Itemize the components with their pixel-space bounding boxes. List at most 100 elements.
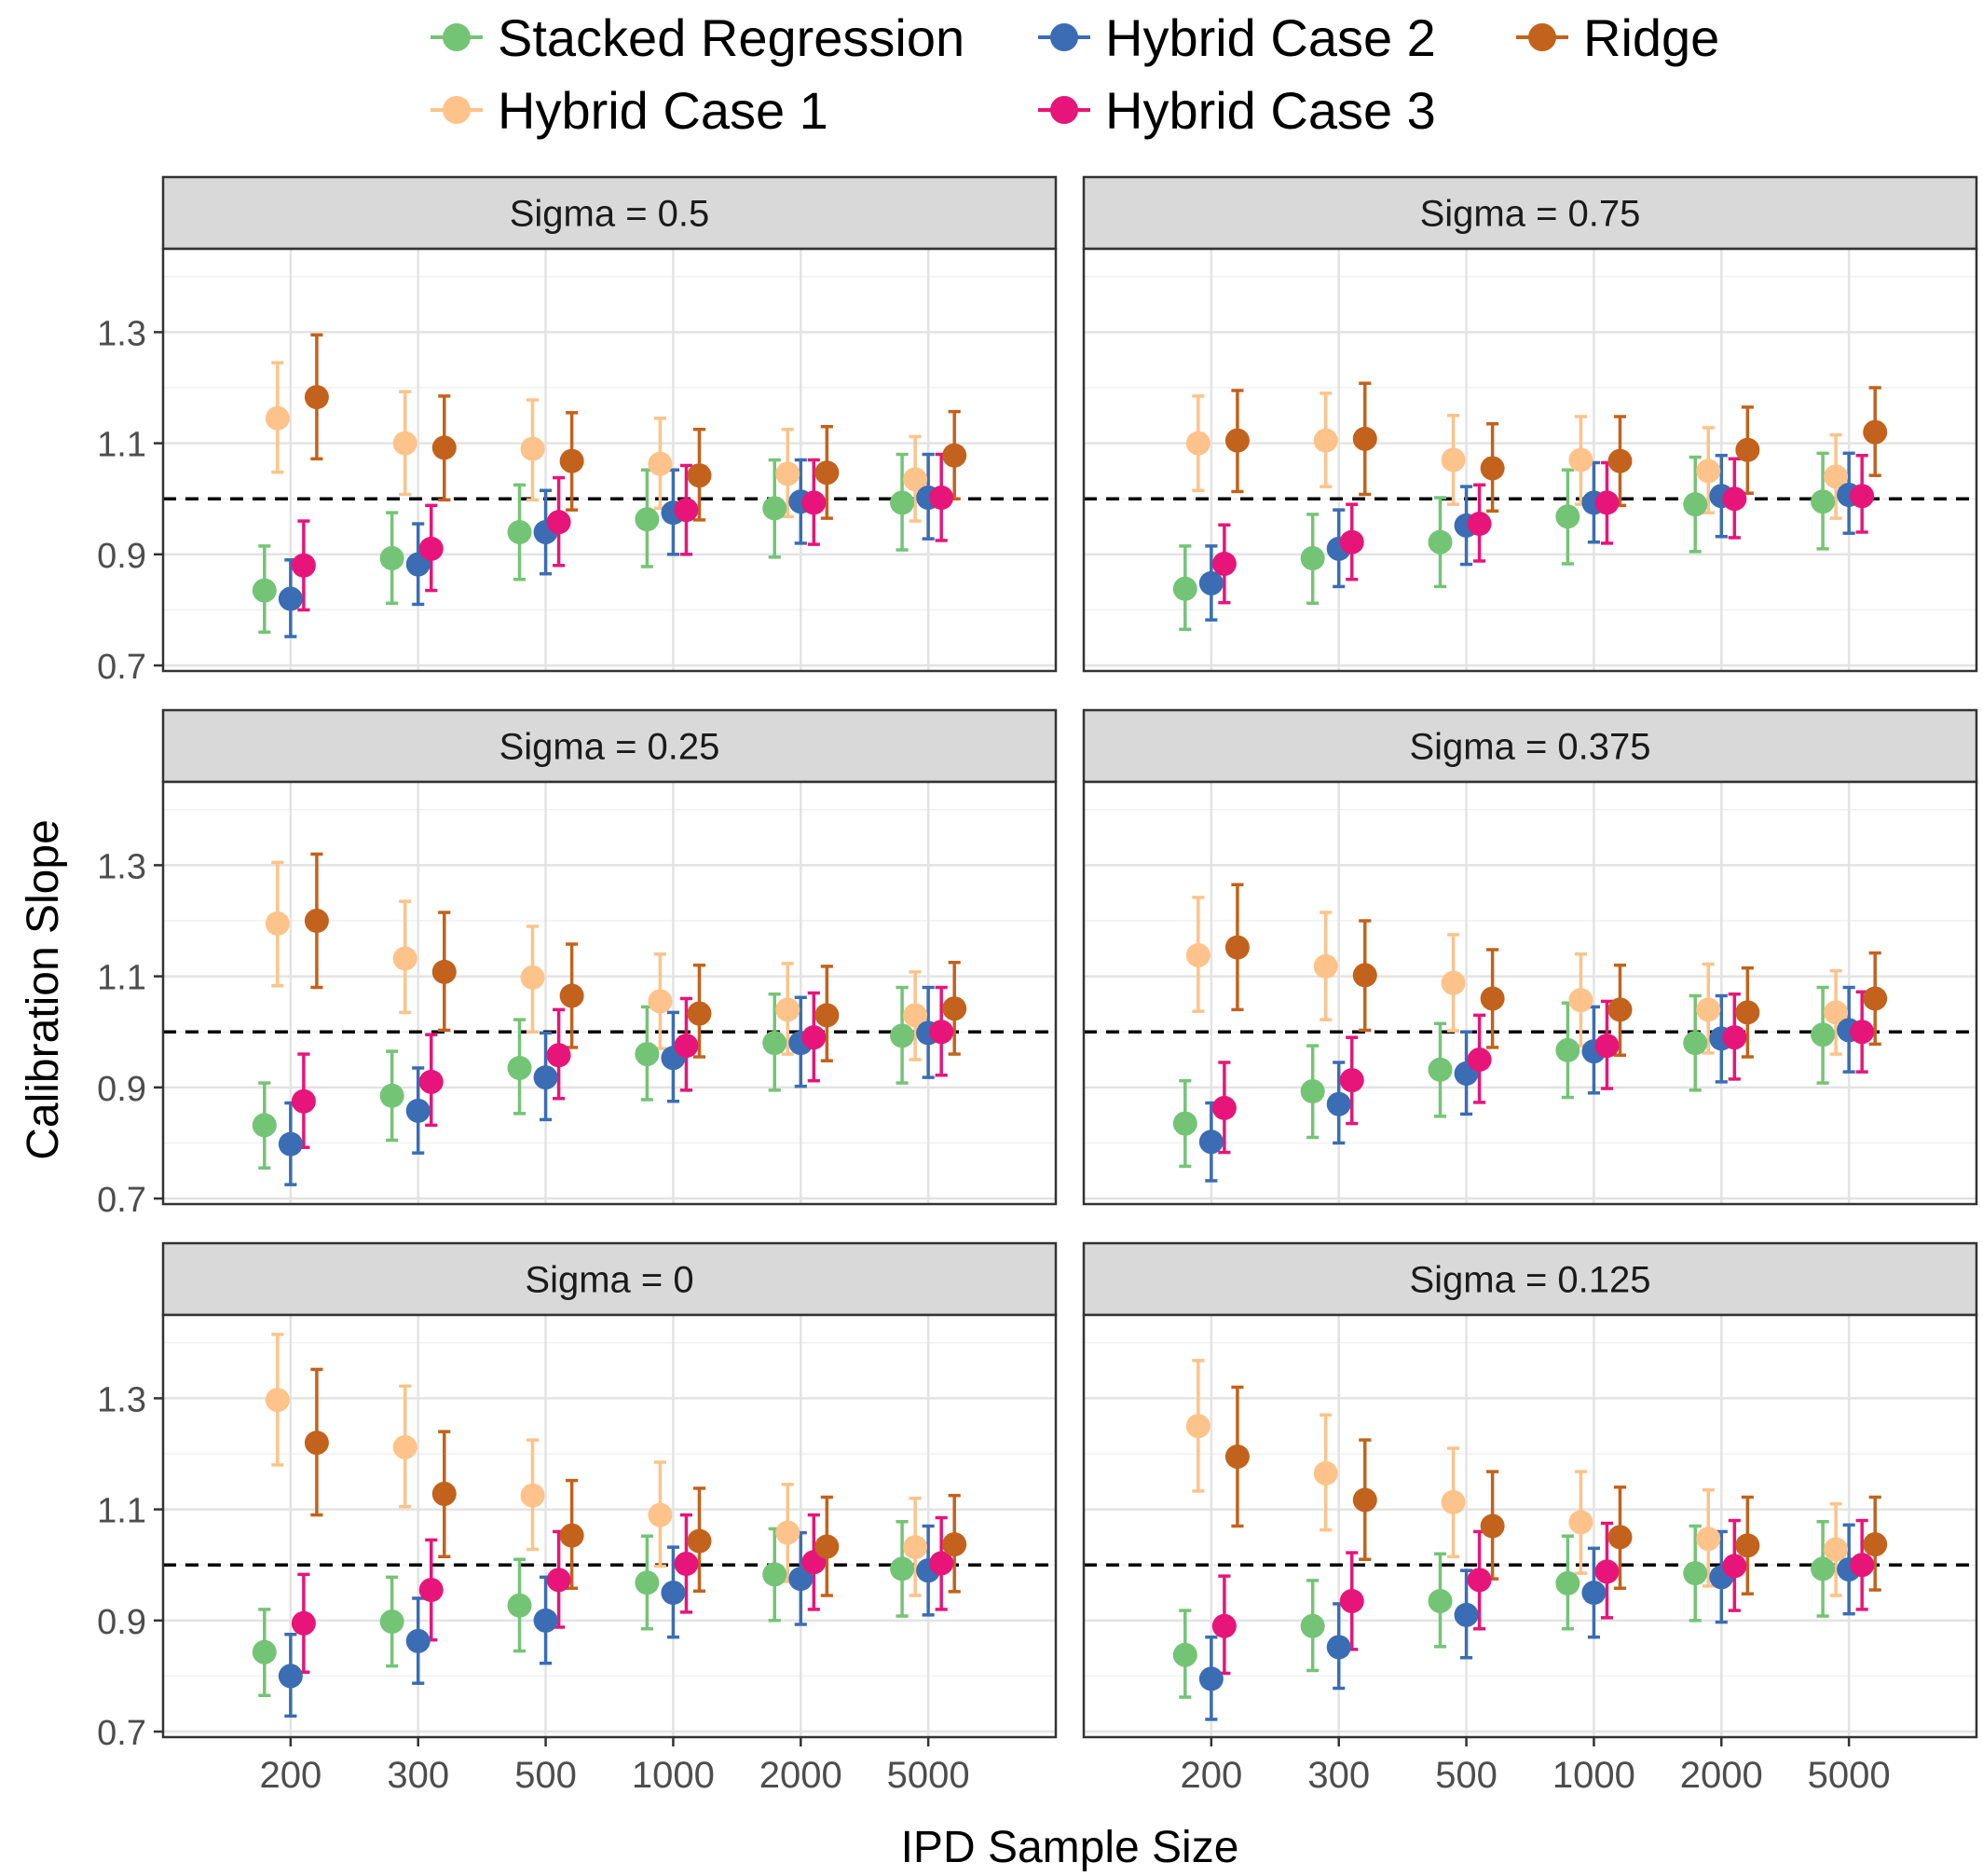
data-point [379, 1609, 404, 1635]
data-point [546, 510, 571, 535]
x-tick-label: 2000 [759, 1755, 842, 1796]
data-point [814, 1534, 840, 1559]
data-point [520, 436, 545, 461]
data-point [890, 490, 915, 515]
facet-title: Sigma = 0.75 [1420, 194, 1641, 235]
legend-key-icon [1036, 82, 1092, 138]
y-tick-label: 0.9 [97, 1603, 146, 1642]
data-point [1824, 1537, 1849, 1562]
data-point [814, 1003, 840, 1028]
legend-key-icon [1036, 9, 1092, 65]
data-point [1480, 456, 1505, 481]
panel-border [161, 247, 1058, 673]
legend-item-hybrid-case-1: Hybrid Case 1 [429, 73, 828, 147]
legend-label: Stacked Regression [498, 7, 965, 67]
data-point [392, 1434, 417, 1459]
data-point [1555, 504, 1580, 529]
y-tick-label: 1.1 [97, 426, 146, 465]
panel-border [161, 780, 1058, 1206]
y-tick-label: 0.7 [97, 648, 146, 687]
x-tick-label: 500 [514, 1755, 577, 1796]
data-point [265, 405, 290, 431]
x-tick-label: 1000 [632, 1755, 715, 1796]
data-point [291, 1610, 316, 1636]
panel-background [163, 782, 1056, 1204]
x-tick-label: 200 [1180, 1755, 1242, 1796]
legend-item-ridge: Ridge [1514, 0, 1719, 75]
data-point [1185, 431, 1210, 456]
legend-key-icon [429, 9, 485, 65]
data-point [661, 1581, 686, 1606]
y-tick-label: 1.3 [97, 847, 146, 886]
data-point [903, 1535, 928, 1560]
data-point [1313, 428, 1338, 453]
data-point [1185, 1414, 1210, 1439]
data-point [252, 1113, 277, 1138]
data-point [1428, 1057, 1453, 1082]
facet-title: Sigma = 0.5 [510, 194, 710, 235]
data-point [1300, 546, 1325, 571]
x-tick-label: 5000 [887, 1755, 970, 1796]
data-point [1198, 570, 1224, 596]
data-point [1172, 1642, 1197, 1667]
x-tick-label: 500 [1435, 1755, 1498, 1796]
data-point [1441, 447, 1466, 472]
data-point [1198, 1130, 1224, 1155]
x-tick-label: 300 [387, 1755, 449, 1796]
data-point [1850, 484, 1875, 509]
data-point [1211, 1613, 1237, 1638]
data-point [1428, 1588, 1453, 1613]
data-point [1581, 1581, 1607, 1606]
data-point [1352, 426, 1377, 451]
data-point [890, 1023, 915, 1048]
data-point [1811, 1556, 1836, 1582]
facet-strip [1082, 175, 1978, 251]
y-tick-label: 1.3 [97, 314, 146, 353]
data-point [1198, 1666, 1224, 1691]
data-point [278, 1664, 303, 1689]
data-point [1339, 1588, 1364, 1613]
data-point [1863, 986, 1888, 1011]
data-point [431, 435, 457, 460]
facet-title: Sigma = 0.375 [1409, 727, 1650, 768]
data-point [1454, 1602, 1479, 1627]
data-point [265, 1388, 290, 1413]
data-point [1224, 428, 1250, 453]
panel-background [1084, 782, 1976, 1204]
data-point [942, 1532, 967, 1557]
x-tick-label: 1000 [1552, 1755, 1635, 1796]
data-point [1326, 1091, 1351, 1116]
data-point [291, 1089, 316, 1114]
data-point [775, 997, 800, 1022]
data-point [1683, 492, 1708, 517]
facet-strip [161, 1241, 1058, 1317]
data-point [1428, 529, 1453, 555]
data-point [291, 553, 316, 578]
panel-border [1082, 780, 1978, 1206]
data-point [379, 1083, 404, 1108]
data-point [1300, 1613, 1325, 1638]
data-point [1850, 1020, 1875, 1045]
data-point [431, 1481, 457, 1506]
data-point [1441, 1489, 1466, 1514]
data-point [635, 507, 660, 532]
legend-label: Ridge [1583, 7, 1720, 67]
data-point [418, 1069, 444, 1094]
legend-label: Hybrid Case 3 [1105, 80, 1436, 140]
data-point [1607, 997, 1633, 1022]
data-point [1467, 512, 1492, 537]
data-point [1696, 1527, 1721, 1552]
y-tick-label: 0.7 [97, 1181, 146, 1220]
data-point [1594, 1034, 1620, 1059]
y-axis-title: Calibration Slope [19, 819, 68, 1160]
y-tick-label: 1.3 [97, 1380, 146, 1419]
data-point [775, 1520, 800, 1545]
data-point [1185, 942, 1210, 967]
data-point [1811, 1022, 1836, 1048]
data-point [635, 1042, 660, 1067]
data-point [929, 486, 954, 511]
data-point [304, 385, 329, 410]
data-point [392, 431, 417, 456]
data-point [1824, 464, 1849, 489]
